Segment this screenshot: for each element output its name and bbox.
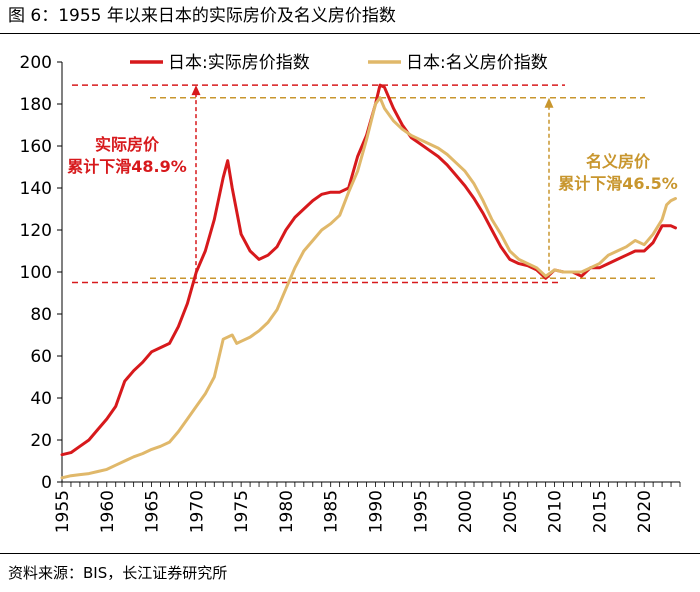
x-tick-label: 1985 (322, 490, 342, 533)
x-tick-label: 2005 (501, 490, 521, 533)
x-tick-label: 1990 (366, 490, 386, 533)
y-tick-label: 140 (20, 179, 52, 199)
x-tick-label: 2015 (590, 490, 610, 533)
y-tick-label: 160 (20, 137, 52, 157)
title-divider (0, 33, 700, 34)
x-tick-label: 2000 (456, 490, 476, 533)
x-tick-label: 1975 (232, 490, 252, 533)
y-tick-label: 40 (30, 389, 52, 409)
y-tick-label: 80 (30, 305, 52, 325)
y-tick-label: 100 (20, 263, 52, 283)
y-tick-label: 20 (30, 431, 52, 451)
x-tick-label: 1960 (98, 490, 118, 533)
nominal-annotation-line: 累计下滑46.5% (558, 174, 678, 193)
real-annotation-line: 累计下滑48.9% (67, 157, 187, 176)
legend-label: 日本:名义房价指数 (406, 53, 548, 73)
x-tick-label: 2020 (635, 490, 655, 533)
figure-title: 图 6：1955 年以来日本的实际房价及名义房价指数 (8, 6, 396, 26)
x-tick-label: 2010 (546, 490, 566, 533)
y-tick-label: 120 (20, 221, 52, 241)
y-tick-label: 0 (41, 473, 52, 493)
real-decline-arrow-head (191, 85, 201, 96)
x-tick-label: 1995 (411, 490, 431, 533)
nominal-decline-arrow-head (544, 97, 554, 108)
x-tick-label: 1965 (143, 490, 163, 533)
source-note: 资料来源：BIS，长江证券研究所 (8, 564, 228, 582)
y-tick-label: 180 (20, 95, 52, 115)
legend-label: 日本:实际房价指数 (168, 53, 310, 73)
x-tick-label: 1970 (187, 490, 207, 533)
x-tick-label: 1955 (53, 490, 73, 533)
nominal-annotation-line: 名义房价 (586, 152, 651, 171)
real-annotation-line: 实际房价 (95, 135, 160, 154)
nominal-price-line (60, 96, 677, 480)
source-divider (0, 553, 700, 554)
y-tick-label: 60 (30, 347, 52, 367)
y-tick-label: 200 (20, 53, 52, 73)
x-tick-label: 1980 (277, 490, 297, 533)
